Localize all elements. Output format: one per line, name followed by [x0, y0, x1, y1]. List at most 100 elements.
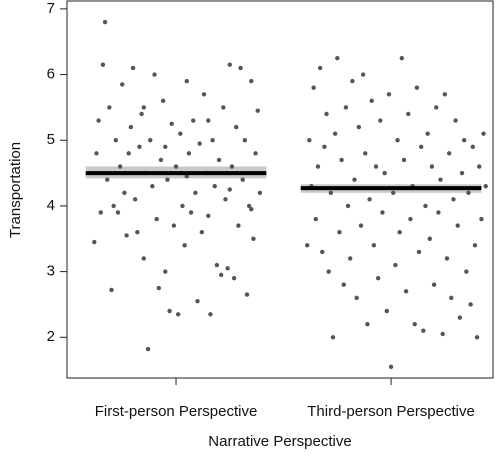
point	[111, 203, 116, 209]
point	[459, 170, 465, 176]
point	[356, 124, 362, 130]
point	[188, 210, 194, 215]
point	[221, 105, 226, 110]
point	[341, 282, 346, 287]
point	[416, 249, 422, 255]
point	[451, 197, 456, 202]
point	[444, 256, 450, 261]
point	[169, 121, 174, 127]
point	[412, 321, 417, 327]
point	[431, 282, 437, 287]
x-tick-label: Third-person Perspective	[307, 403, 475, 420]
point	[195, 298, 200, 304]
point	[191, 118, 196, 123]
point	[423, 203, 428, 209]
point	[124, 233, 129, 238]
point	[391, 190, 396, 195]
point	[246, 203, 252, 209]
point	[352, 177, 357, 182]
point	[109, 287, 114, 293]
point	[227, 187, 232, 192]
point	[358, 223, 364, 228]
point	[365, 321, 370, 327]
point	[141, 256, 146, 261]
point	[427, 236, 432, 241]
point	[231, 275, 237, 281]
point	[434, 105, 439, 110]
point	[163, 269, 168, 274]
point	[223, 197, 228, 202]
point	[408, 216, 413, 222]
point	[382, 170, 387, 176]
point	[455, 223, 460, 228]
point	[386, 92, 392, 97]
point	[156, 285, 162, 291]
point	[380, 210, 385, 215]
point	[115, 210, 121, 215]
point	[328, 190, 334, 195]
point	[257, 190, 263, 195]
point	[472, 243, 478, 248]
point	[320, 249, 325, 255]
point	[406, 111, 411, 117]
point	[251, 236, 256, 241]
point	[139, 111, 144, 117]
point	[421, 328, 426, 333]
point	[148, 138, 153, 143]
point	[229, 164, 235, 169]
point	[348, 256, 353, 261]
point	[466, 190, 471, 195]
point	[388, 364, 394, 370]
point	[345, 203, 351, 209]
point	[249, 207, 254, 212]
plot-frame	[66, 0, 494, 379]
point	[120, 82, 125, 87]
y-tick-label: 4	[47, 197, 55, 214]
point	[479, 216, 484, 222]
point	[253, 151, 258, 156]
point	[244, 292, 250, 297]
point	[399, 55, 405, 61]
x-axis-label: Narrative Perspective	[208, 433, 351, 450]
point	[315, 164, 321, 169]
point	[397, 229, 402, 235]
point	[350, 78, 355, 84]
point	[457, 315, 463, 320]
point	[483, 184, 488, 189]
point	[186, 151, 192, 156]
point	[100, 62, 106, 67]
point	[307, 138, 312, 143]
point	[305, 243, 310, 248]
y-tick-label: 7	[47, 0, 55, 17]
x-tick-label: First-person Perspective	[95, 403, 258, 420]
point	[135, 229, 140, 235]
point	[332, 131, 338, 136]
point	[481, 131, 486, 136]
point	[401, 157, 407, 163]
point	[197, 141, 202, 146]
point	[178, 131, 183, 136]
point	[474, 335, 480, 340]
point	[425, 131, 430, 136]
y-tick-label: 5	[47, 131, 55, 148]
point	[167, 308, 172, 314]
point	[122, 190, 127, 195]
point	[343, 105, 349, 110]
point	[210, 138, 215, 143]
point	[98, 210, 103, 215]
point	[429, 164, 435, 169]
point	[184, 78, 189, 84]
point	[468, 302, 473, 307]
point	[126, 151, 131, 156]
point	[227, 62, 232, 67]
point	[438, 177, 443, 182]
point	[242, 138, 248, 143]
point	[158, 157, 164, 163]
point	[339, 157, 344, 163]
point	[214, 262, 220, 268]
point	[418, 144, 424, 150]
point	[145, 346, 151, 352]
point	[102, 19, 108, 25]
y-axis-label: Transportation	[7, 142, 24, 238]
